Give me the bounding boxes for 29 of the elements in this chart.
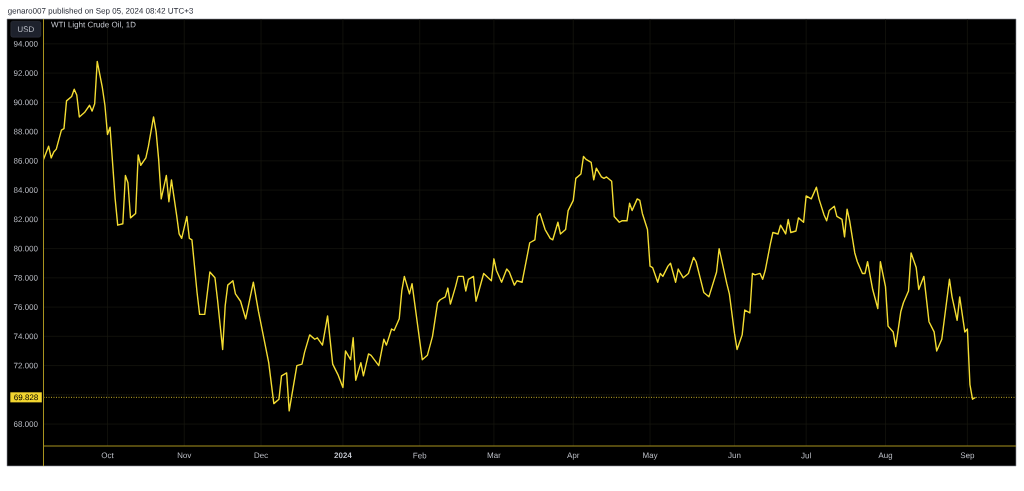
y-tick-label: 72.000 — [13, 362, 38, 369]
x-tick-label: Nov — [177, 452, 192, 459]
y-tick-label: 92.000 — [13, 70, 38, 76]
y-tick-label: 86.000 — [13, 158, 38, 164]
x-tick-label: Jun — [728, 452, 741, 459]
y-tick-label: 94.000 — [13, 41, 38, 47]
ref-line-label: 69.828 — [14, 394, 38, 401]
x-tick-label: 2024 — [334, 452, 352, 459]
text: genaro007 published on Sep 05, 2024 08:42 UTC+3 — [8, 7, 193, 16]
x-tick-label: Aug — [878, 452, 893, 460]
x-tick-label: Oct — [101, 452, 114, 459]
x-tick-label: Sep — [960, 452, 975, 460]
y-tick-label: 74.000 — [13, 333, 38, 340]
y-tick-label: 80.000 — [13, 245, 38, 252]
x-tick-label: Dec — [254, 452, 268, 459]
y-tick-label: 90.000 — [13, 99, 38, 106]
x-tick-label: Jul — [801, 452, 811, 459]
y-tick-label: 68.000 — [13, 421, 38, 427]
y-tick-label: 82.000 — [13, 216, 38, 223]
x-tick-label: Mar — [487, 452, 501, 459]
x-tick-label: Apr — [567, 452, 580, 460]
y-tick-label: 76.000 — [13, 304, 38, 310]
y-axis-title: USD — [17, 26, 34, 33]
y-tick-label: 88.000 — [13, 128, 38, 135]
y-tick-label: 78.000 — [13, 274, 38, 281]
x-tick-label: May — [643, 452, 658, 460]
y-tick-label: 84.000 — [13, 187, 38, 193]
chart-title: WTI Light Crude Oil, 1D — [51, 21, 136, 29]
x-tick-label: Feb — [413, 452, 427, 459]
